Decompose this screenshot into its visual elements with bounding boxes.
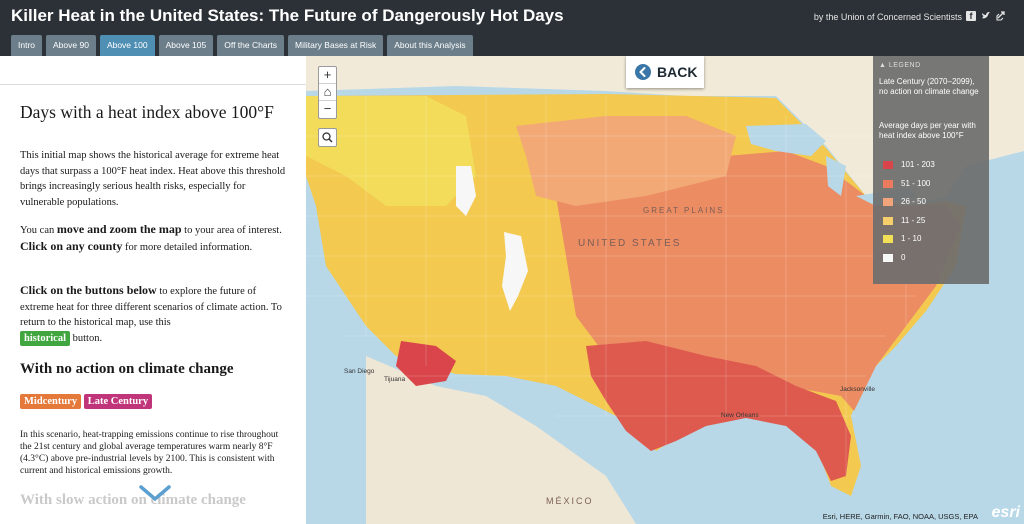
historical-button[interactable]: historical [20,330,70,346]
map-label-tijuana: Tijuana [384,376,406,383]
tab-bar: Intro Above 90 Above 100 Above 105 Off t… [11,35,473,56]
tab-off-the-charts[interactable]: Off the Charts [217,35,285,56]
late-century-button[interactable]: Late Century [83,394,153,409]
panel-top-bar [0,56,306,85]
page-title: Days with a heat index above 100°F [20,102,274,122]
tab-above-90[interactable]: Above 90 [46,35,96,56]
map-label-great-plains: GREAT PLAINS [643,206,725,215]
move-zoom-emphasis: move and zoom the map [56,222,182,236]
search-button[interactable] [318,128,337,147]
no-action-buttons: Midcentury Late Century [20,394,290,410]
midcentury-button[interactable]: Midcentury [20,394,82,409]
legend-label: 11 - 25 [901,215,926,225]
legend-swatch [883,198,893,206]
slow-action-heading: With slow action on climate change [20,492,246,508]
legend-swatch [883,161,893,169]
scroll-down-chevron-icon[interactable] [138,482,172,504]
intro-paragraph: This initial map shows the historical av… [20,150,286,208]
map-label-united-states: UNITED STATES [578,238,682,249]
tab-above-100[interactable]: Above 100 [99,35,155,56]
legend-panel: ▲ LEGEND Late Century (2070–2099), no ac… [873,56,989,284]
map-view[interactable]: UNITED STATES GREAT PLAINS MÉXICO San Di… [306,56,1024,524]
legend-swatch [883,216,893,225]
back-button[interactable]: BACK [626,56,704,88]
tab-about[interactable]: About this Analysis [387,35,473,56]
legend-swatch [883,179,893,188]
tab-intro[interactable]: Intro [11,35,43,56]
home-button[interactable]: ⌂ [319,84,336,101]
map-label-jacksonville: Jacksonville [840,386,876,393]
move-zoom-paragraph: You can move and zoom the map to your ar… [20,222,282,253]
legend-label: 101 - 203 [901,160,935,169]
map-attribution: Esri, HERE, Garmin, FAO, NOAA, USGS, EPA [822,512,978,521]
legend-scenario: Late Century (2070–2099), no action on c… [879,77,979,96]
tab-military-bases[interactable]: Military Bases at Risk [288,35,384,56]
side-panel[interactable]: Days with a heat index above 100°F This … [0,56,306,524]
map-label-new-orleans: New Orleans [721,412,759,419]
esri-logo: esri [991,504,1020,521]
app-header: Killer Heat in the United States: The Fu… [0,0,1024,56]
search-icon [322,132,333,143]
zoom-in-button[interactable]: + [319,67,336,84]
back-arrow-icon [635,64,651,80]
legend-label: 51 - 100 [901,178,931,188]
legend-swatch [883,235,893,243]
legend-swatch [883,253,893,262]
scenario-paragraph: In this scenario, heat-trapping emission… [20,430,279,476]
map-label-san-diego: San Diego [344,368,375,375]
byline: by the Union of Concerned Scientists [813,12,962,22]
legend-header[interactable]: ▲ LEGEND [879,62,921,69]
click-buttons-emphasis: Click on the buttons below [20,283,157,297]
click-county-emphasis: Click on any county [20,238,123,253]
tab-above-105[interactable]: Above 105 [158,35,214,56]
map-label-mexico: MÉXICO [546,496,594,506]
legend-label: 26 - 50 [901,197,926,206]
app-title: Killer Heat in the United States: The Fu… [11,6,564,25]
twitter-icon[interactable] [981,11,991,21]
zoom-controls: + ⌂ − [318,66,337,119]
no-action-heading: With no action on climate change [20,361,234,377]
link-icon[interactable] [996,11,1006,21]
legend-label: 1 - 10 [901,234,922,243]
zoom-out-button[interactable]: − [323,101,332,116]
facebook-icon[interactable]: f [966,11,976,21]
back-label: BACK [657,64,698,80]
legend-subtitle: Average days per year with heat index ab… [879,121,976,140]
legend-label: 0 [901,252,906,262]
buttons-paragraph: Click on the buttons below to explore th… [20,283,282,346]
